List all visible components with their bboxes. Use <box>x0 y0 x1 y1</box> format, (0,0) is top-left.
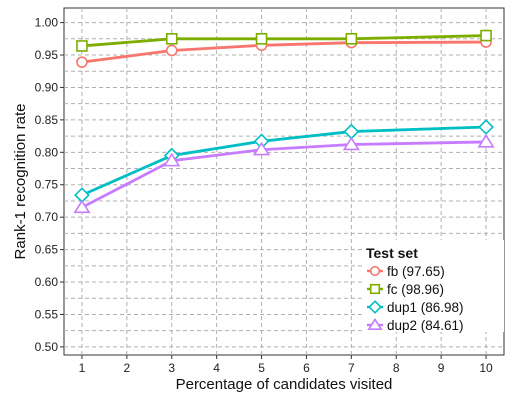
data-point-fc <box>165 33 178 45</box>
legend: Test set fb (97.65) fc (98.96) dup1 (86.98… <box>362 240 504 333</box>
data-point-dup2 <box>73 199 91 214</box>
legend-label-fc: fc (98.96) <box>387 282 444 297</box>
data-point-dup2 <box>342 136 360 151</box>
y-tick-label: 0.70 <box>35 210 59 224</box>
y-tick-label: 1.00 <box>35 16 59 30</box>
data-point-dup2 <box>163 152 181 167</box>
data-point-fb <box>165 44 178 57</box>
x-tick-label: 9 <box>438 361 445 375</box>
series-layer <box>73 29 495 214</box>
ticks: 0.50 0.55 0.60 0.65 0.70 0.75 0.80 0.85 0.90 0.95… <box>35 16 493 375</box>
x-tick-label: 8 <box>393 361 400 375</box>
legend-title: Test set <box>366 245 418 261</box>
x-tick-label: 3 <box>168 361 175 375</box>
legend-label-dup1: dup1 (86.98) <box>387 300 464 315</box>
data-point-fc <box>76 40 88 52</box>
legend-key-marker-fb <box>369 265 381 277</box>
y-tick-label: 0.80 <box>35 145 59 159</box>
x-axis-label: Percentage of candidates visited <box>176 376 393 393</box>
y-tick-label: 0.55 <box>35 307 59 321</box>
data-point-dup2 <box>477 133 495 148</box>
data-point-fb <box>76 56 88 68</box>
data-point-dup2 <box>252 141 271 156</box>
legend-background <box>362 240 504 332</box>
y-tick-label: 0.85 <box>35 113 59 127</box>
data-point-fc <box>345 33 358 45</box>
legend-key-marker-dup2 <box>367 317 383 330</box>
y-axis-label: Rank-1 recognition rate <box>12 104 29 260</box>
y-tick-label: 0.60 <box>35 275 59 289</box>
y-tick-label: 0.50 <box>35 340 59 354</box>
legend-key-marker-dup1 <box>368 300 382 314</box>
legend-key-marker-fc <box>369 283 381 295</box>
x-tick-label: 6 <box>303 361 310 375</box>
legend-label-fb: fb (97.65) <box>387 264 445 279</box>
x-tick-label: 10 <box>479 361 493 375</box>
x-tick-label: 2 <box>124 361 131 375</box>
data-point-dup1 <box>478 119 494 135</box>
y-tick-label: 0.90 <box>35 80 59 94</box>
x-tick-label: 5 <box>258 361 265 375</box>
legend-label-dup2: dup2 (84.61) <box>387 318 464 333</box>
y-tick-label: 0.95 <box>35 48 59 62</box>
x-tick-label: 7 <box>348 361 355 375</box>
x-tick-label: 1 <box>79 361 86 375</box>
y-tick-label: 0.65 <box>35 243 59 257</box>
data-point-fc <box>480 29 492 42</box>
y-tick-label: 0.75 <box>35 178 59 192</box>
x-tick-label: 4 <box>213 361 220 375</box>
data-point-fc <box>255 33 268 45</box>
